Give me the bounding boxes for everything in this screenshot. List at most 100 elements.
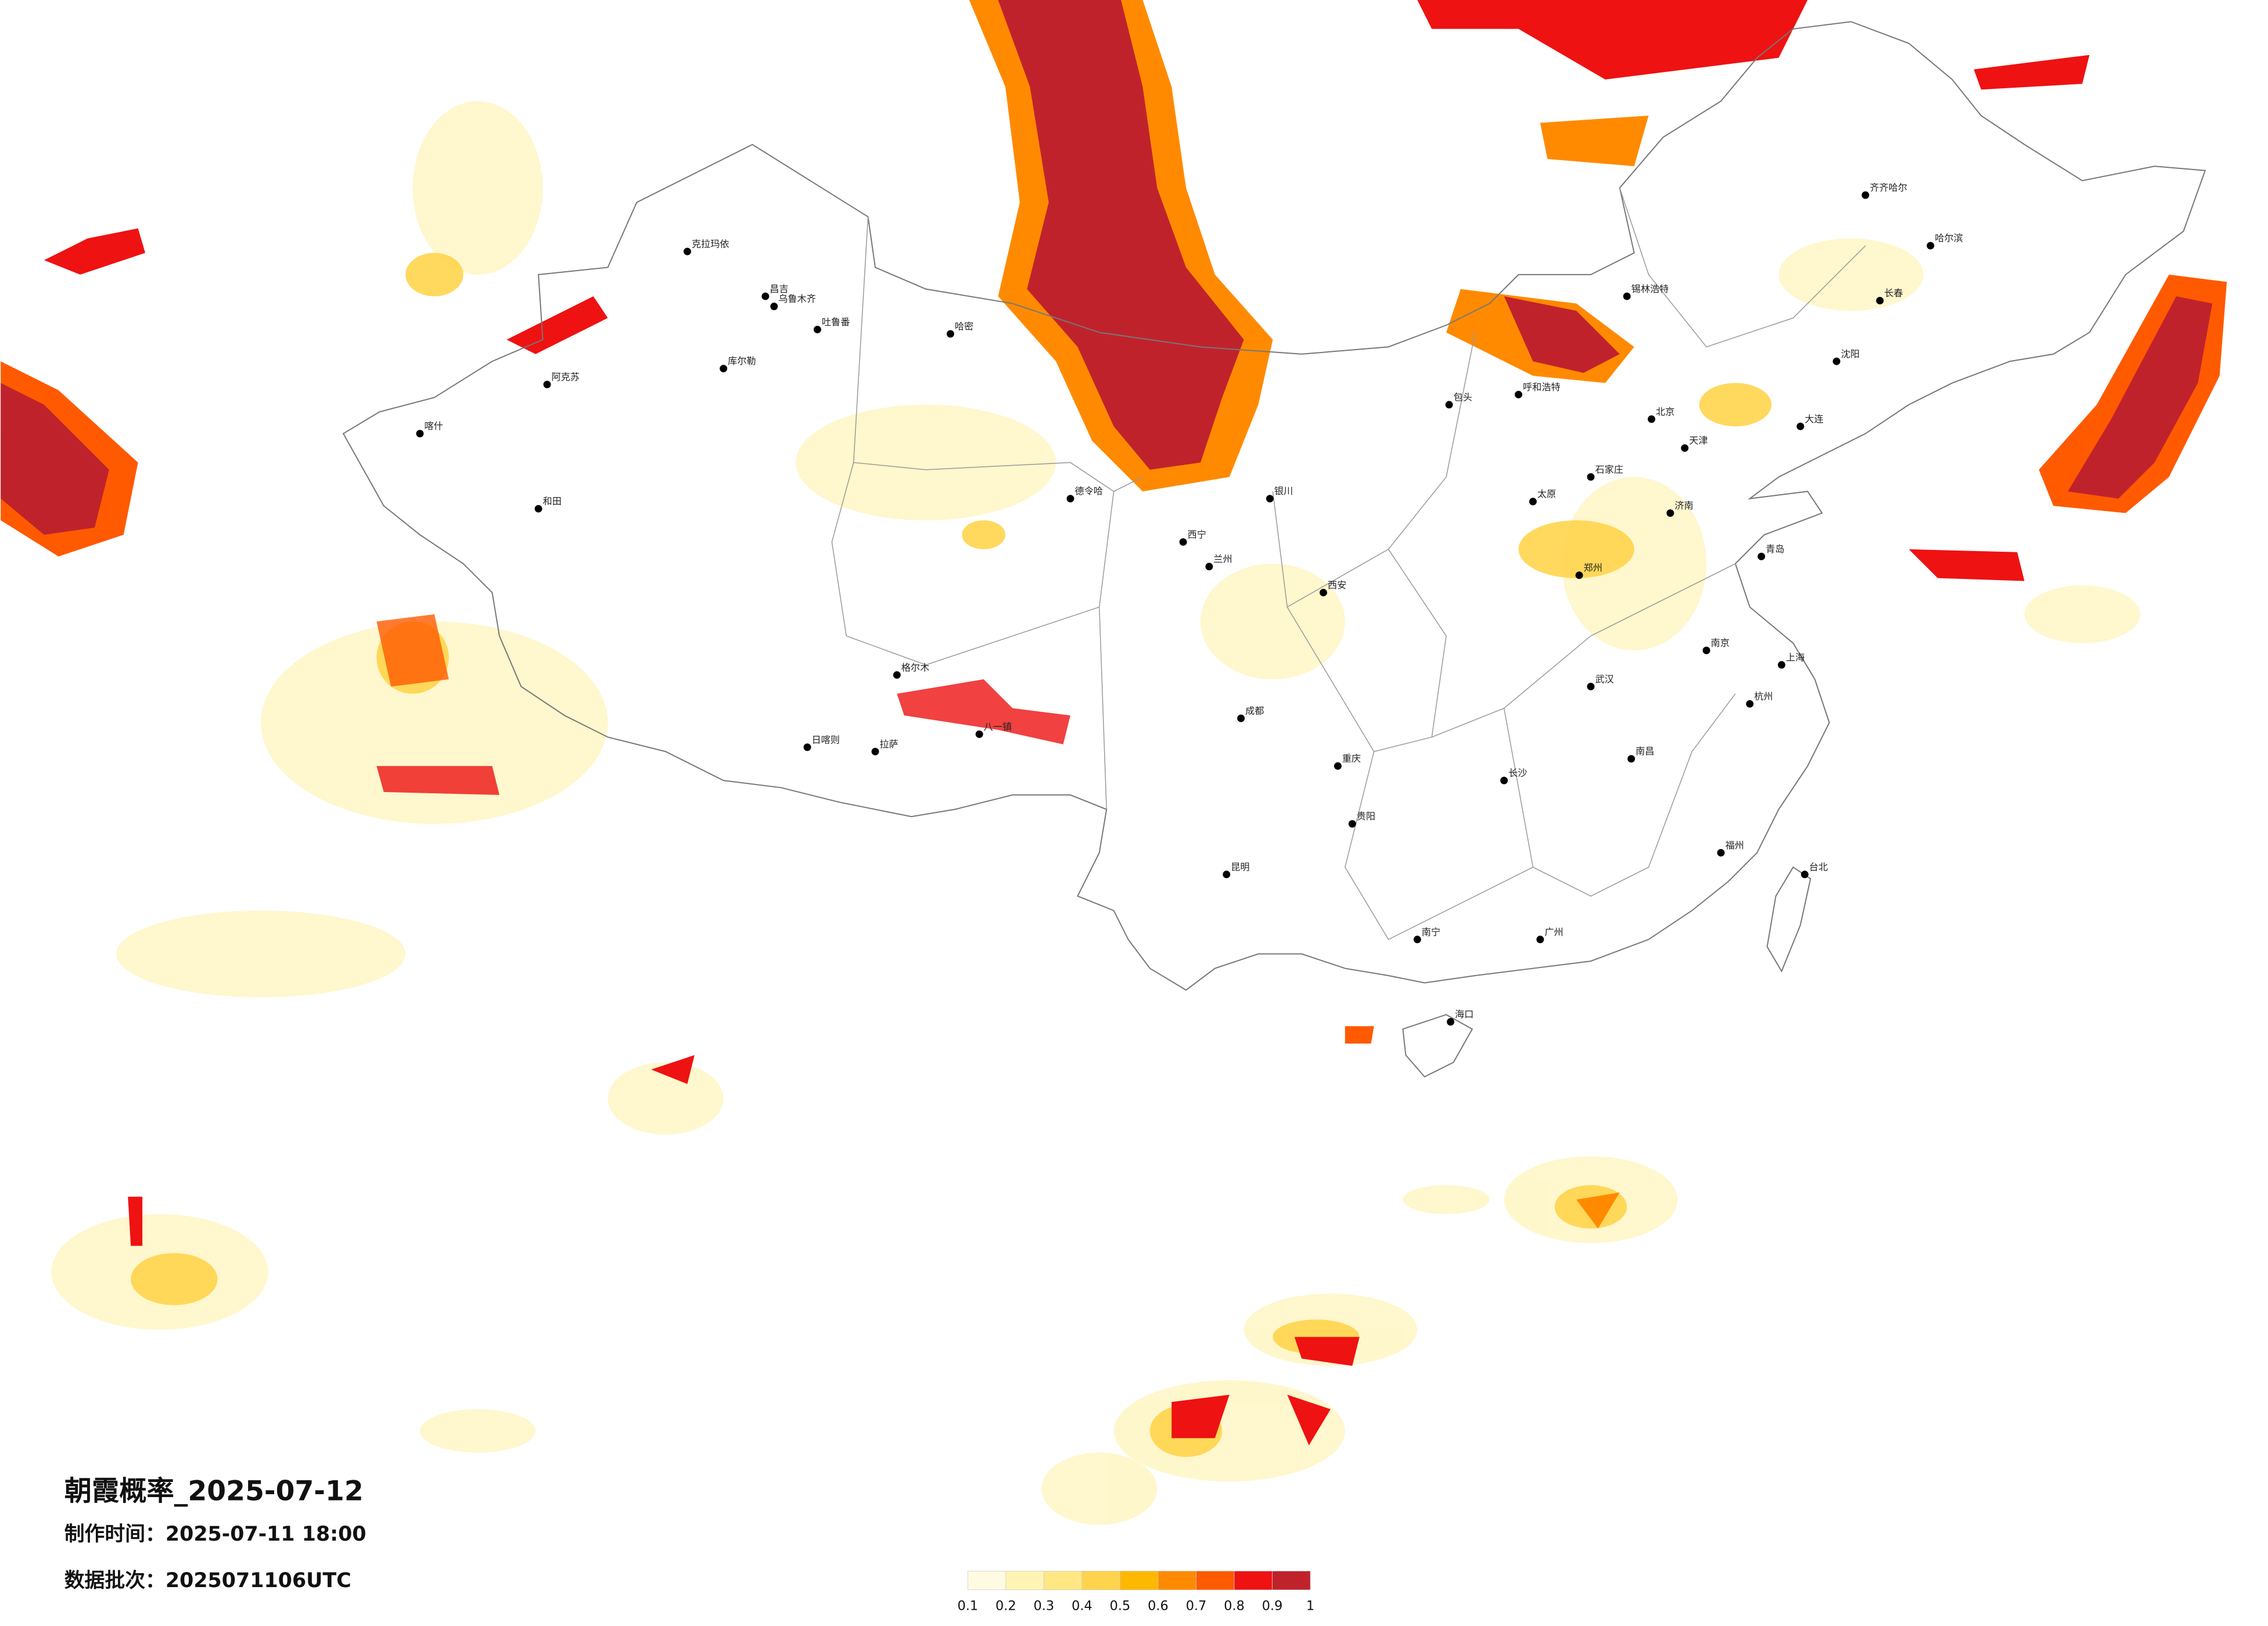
city-label: 台北 (1809, 861, 1828, 872)
city-dot (803, 743, 811, 751)
sea-blob (1908, 549, 2025, 581)
hainan-blob (1345, 1026, 1374, 1044)
legend-swatch (1120, 1571, 1159, 1591)
probability-field (1, 0, 2227, 1525)
city-label: 青岛 (1766, 544, 1784, 555)
west-blob-core (1, 383, 109, 535)
legend-label: 0.7 (1186, 1599, 1207, 1614)
city-label: 和田 (543, 496, 562, 507)
city-dot (683, 247, 691, 256)
city-label: 德令哈 (1074, 485, 1102, 497)
city-dot (813, 325, 821, 333)
city-dot (1413, 936, 1421, 944)
city-label: 克拉玛依 (692, 239, 729, 250)
city-dot (1681, 444, 1689, 452)
city-label: 昆明 (1231, 861, 1249, 872)
city-dot (1536, 936, 1544, 944)
east-streak-core (2068, 296, 2213, 499)
legend-label: 0.4 (1072, 1599, 1092, 1614)
city-dot (975, 730, 983, 738)
city-label: 乌鲁木齐 (778, 293, 816, 304)
city-dot (1702, 646, 1710, 654)
city-dot (416, 430, 424, 438)
city-dot (720, 365, 728, 373)
city-label: 北京 (1656, 406, 1674, 417)
made-time: 制作时间：2025-07-11 18:00 (64, 1523, 366, 1546)
legend-label: 0.8 (1224, 1599, 1245, 1614)
city-label: 重庆 (1342, 753, 1361, 764)
city-dot (1648, 415, 1655, 423)
south-sea-blob (1171, 1394, 1331, 1445)
city-label: 昌吉 (770, 283, 788, 294)
city-dot (893, 671, 901, 679)
city-dot (1529, 498, 1537, 506)
city-label: 库尔勒 (728, 355, 756, 366)
province-borders (831, 188, 1866, 940)
city-dot (534, 505, 542, 513)
city-dot (1627, 755, 1636, 763)
legend-label: 0.1 (957, 1599, 978, 1614)
tibet-west-blob (376, 614, 449, 687)
legend-swatch (1158, 1571, 1196, 1591)
city-dot (1861, 191, 1870, 199)
tibet-east-blob (897, 679, 1070, 744)
tibet-south-blob (376, 766, 499, 795)
city-dot (871, 747, 879, 756)
city-dot (1796, 422, 1805, 430)
city-dot (1447, 1018, 1455, 1026)
city-label: 锡林浩特 (1631, 283, 1669, 294)
legend-label: 1 (1306, 1599, 1314, 1614)
sea-blob-2 (1294, 1337, 1360, 1366)
city-dot (1445, 401, 1453, 409)
legend-swatch (1081, 1571, 1120, 1591)
city-label: 喀什 (424, 420, 443, 431)
city-label: 格尔木 (901, 662, 929, 673)
city-label: 太原 (1537, 488, 1556, 499)
city-dot (1237, 714, 1245, 722)
legend-swatch (1005, 1571, 1044, 1591)
city-dot (1575, 571, 1583, 580)
city-label: 阿克苏 (551, 372, 579, 383)
city-dot (946, 330, 954, 338)
city-label: 银川 (1274, 485, 1293, 497)
city-dot (1320, 588, 1328, 596)
city-label: 南宁 (1422, 926, 1440, 937)
hainan (1402, 1014, 1473, 1078)
city-dot (1876, 297, 1884, 305)
legend-swatch (1043, 1571, 1083, 1591)
legend-swatch (1272, 1571, 1311, 1591)
city-label: 西宁 (1188, 529, 1206, 540)
city-dot (1066, 495, 1074, 503)
city-label: 哈尔滨 (1935, 233, 1963, 244)
city-dot (1500, 776, 1508, 785)
legend-label: 0.5 (1110, 1599, 1131, 1614)
city-label: 包头 (1454, 391, 1472, 402)
ne-blob (1974, 55, 2090, 90)
city-label: 拉萨 (879, 739, 898, 750)
city-dot (1623, 292, 1631, 300)
city-label: 齐齐哈尔 (1870, 182, 1907, 193)
city-label: 南昌 (1636, 746, 1654, 757)
mongolia-blob (1540, 116, 1649, 167)
legend-swatch (1234, 1571, 1273, 1591)
city-dot (543, 380, 551, 388)
city-dot (1587, 473, 1595, 481)
city-dot (770, 303, 778, 311)
borders (342, 21, 2206, 1078)
title: 朝霞概率_2025-07-12 (64, 1475, 364, 1507)
city-label: 广州 (1544, 926, 1563, 937)
city-label: 呼和浩特 (1523, 382, 1561, 393)
city-label: 八一镇 (984, 721, 1012, 732)
city-label: 海口 (1455, 1009, 1473, 1020)
legend-label: 0.6 (1148, 1599, 1169, 1614)
city-label: 日喀则 (811, 734, 839, 745)
taiwan (1766, 866, 1811, 973)
legend-label: 0.2 (995, 1599, 1016, 1614)
city-label: 武汉 (1595, 674, 1613, 685)
far-west-blob (44, 228, 146, 275)
city-label: 兰州 (1213, 553, 1232, 564)
city-label: 贵阳 (1357, 811, 1375, 822)
city-dot (1717, 848, 1725, 857)
